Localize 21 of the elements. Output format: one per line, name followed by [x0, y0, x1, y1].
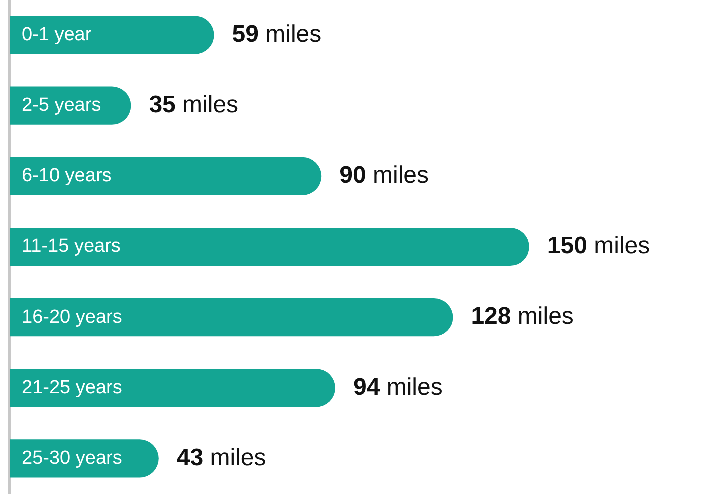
y-tick-label: 0-1 year — [22, 24, 92, 46]
data-label: 90 miles — [340, 162, 429, 190]
bar — [10, 16, 214, 54]
bar — [10, 298, 454, 337]
data-label: 150 miles — [547, 232, 650, 260]
y-tick-label: 25-30 years — [22, 448, 122, 469]
y-tick-label: 16-20 years — [22, 306, 122, 328]
y-tick-label: 2-5 years — [22, 95, 102, 116]
data-label: 128 miles — [471, 303, 574, 330]
data-label: 43 miles — [176, 444, 266, 472]
bar — [10, 440, 159, 478]
bar — [10, 228, 530, 266]
y-tick-label: 21-25 years — [22, 377, 122, 398]
y-tick-label: 11-15 years — [22, 236, 121, 258]
data-label: 94 miles — [353, 374, 443, 401]
y-tick-label: 6-10 years — [22, 166, 112, 187]
bar — [10, 369, 336, 408]
data-label: 59 miles — [232, 20, 322, 48]
bar — [10, 86, 132, 125]
bar — [10, 157, 322, 196]
data-label: 35 miles — [149, 91, 239, 118]
